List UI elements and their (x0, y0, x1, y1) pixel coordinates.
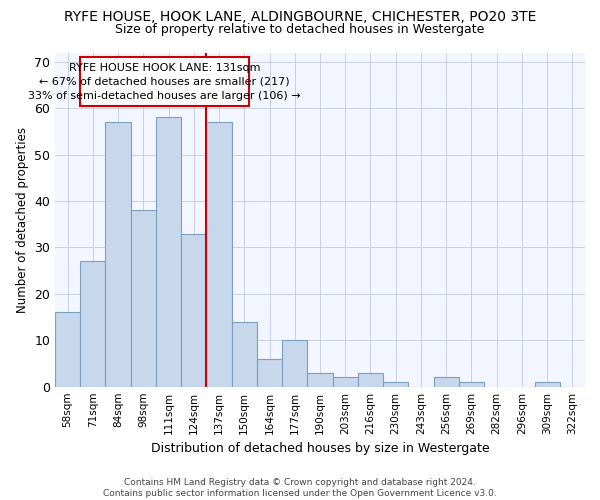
Bar (80, 262, 106, 386)
Bar (257, 359, 282, 386)
Bar (307, 373, 332, 386)
Bar (383, 382, 409, 386)
Bar (181, 234, 206, 386)
X-axis label: Distribution of detached houses by size in Westergate: Distribution of detached houses by size … (151, 442, 490, 455)
Bar (434, 378, 459, 386)
Text: Size of property relative to detached houses in Westergate: Size of property relative to detached ho… (115, 22, 485, 36)
Bar (332, 378, 358, 386)
Bar (55, 312, 80, 386)
Bar (106, 122, 131, 386)
Y-axis label: Number of detached properties: Number of detached properties (16, 126, 29, 312)
Text: RYFE HOUSE HOOK LANE: 131sqm
← 67% of detached houses are smaller (217)
33% of s: RYFE HOUSE HOOK LANE: 131sqm ← 67% of de… (28, 62, 301, 100)
Bar (459, 382, 484, 386)
Bar (131, 210, 156, 386)
Text: Contains HM Land Registry data © Crown copyright and database right 2024.
Contai: Contains HM Land Registry data © Crown c… (103, 478, 497, 498)
Text: RYFE HOUSE, HOOK LANE, ALDINGBOURNE, CHICHESTER, PO20 3TE: RYFE HOUSE, HOOK LANE, ALDINGBOURNE, CHI… (64, 10, 536, 24)
FancyBboxPatch shape (80, 57, 250, 106)
Bar (282, 340, 307, 386)
Bar (232, 322, 257, 386)
Bar (358, 373, 383, 386)
Bar (206, 122, 232, 386)
Bar (535, 382, 560, 386)
Bar (156, 118, 181, 386)
